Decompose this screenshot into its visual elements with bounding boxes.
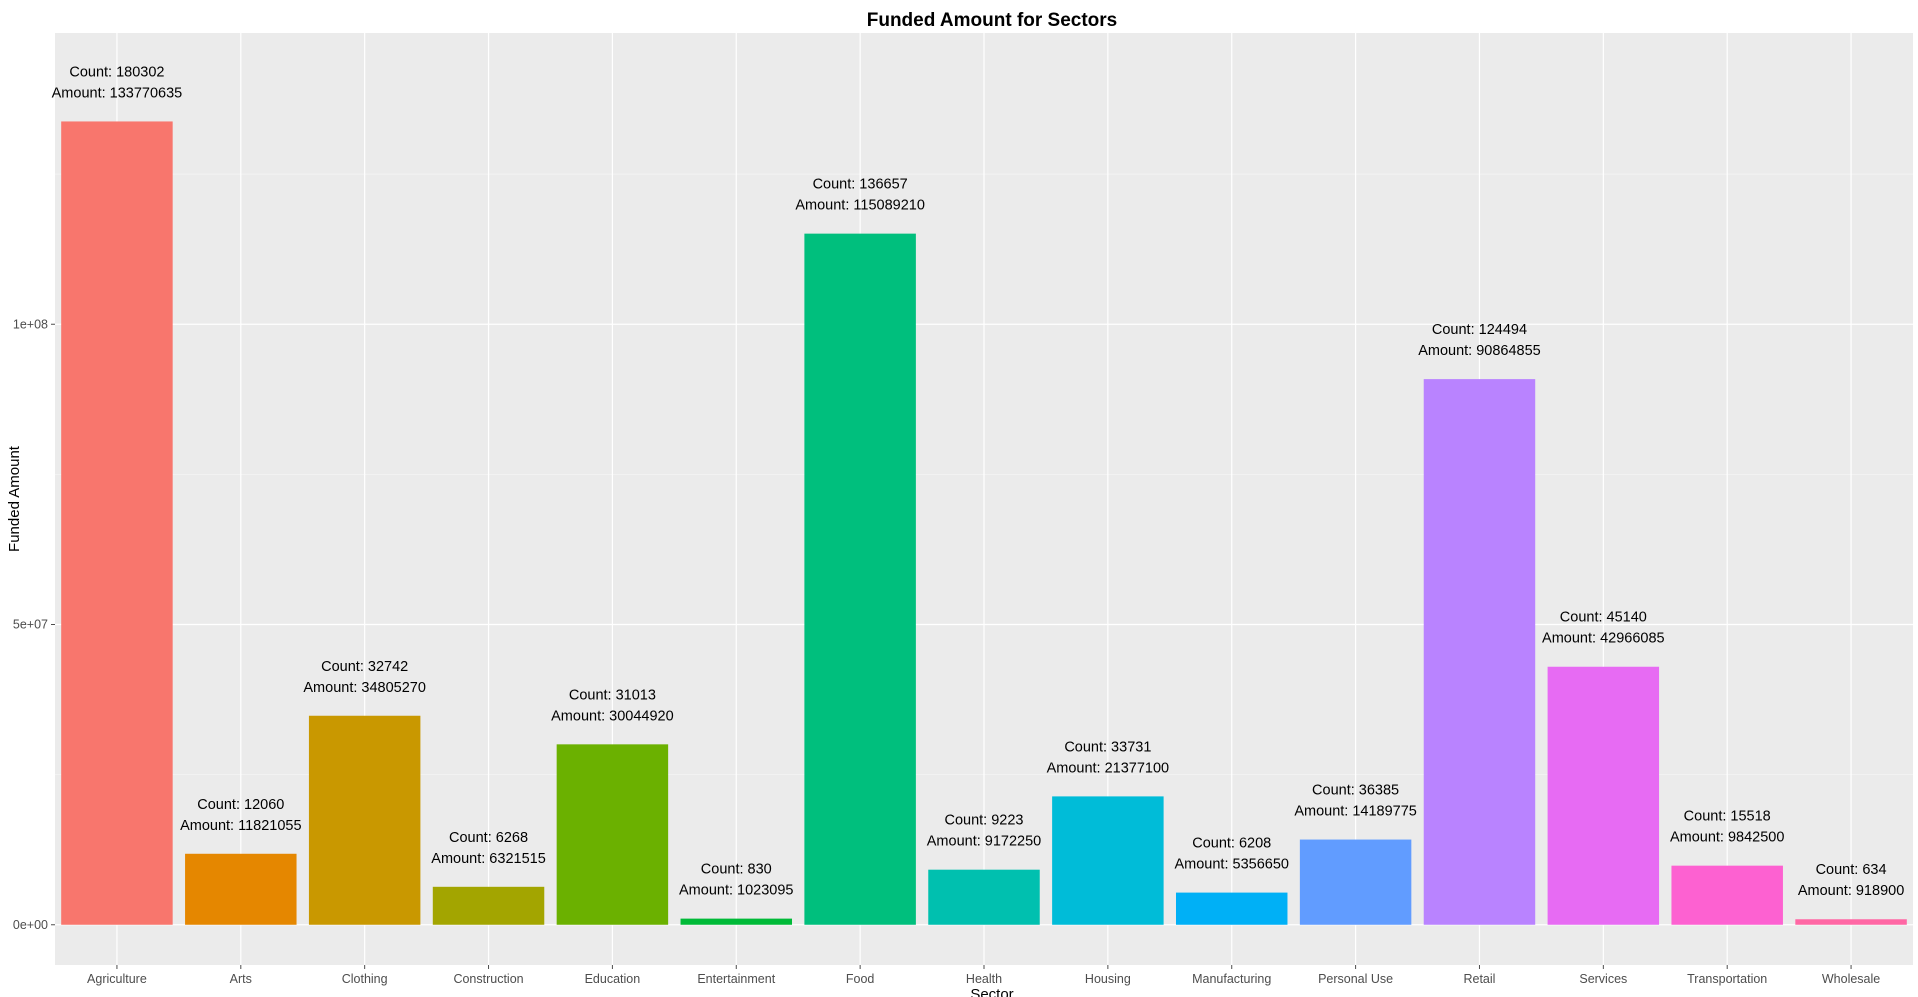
bar-housing (1052, 796, 1164, 925)
data-label-count: Count: 6268 (449, 830, 528, 846)
x-tick-label: Entertainment (697, 972, 775, 986)
data-label-amount: Amount: 34805270 (303, 680, 426, 696)
data-label-count: Count: 6208 (1192, 836, 1271, 852)
data-label-amount: Amount: 21377100 (1047, 760, 1170, 776)
data-label-amount: Amount: 14189775 (1294, 804, 1417, 820)
x-tick-label: Transportation (1687, 972, 1767, 986)
x-tick-label: Clothing (342, 972, 388, 986)
data-label-amount: Amount: 9172250 (927, 834, 1041, 850)
data-label-count: Count: 124494 (1432, 322, 1527, 338)
x-tick-label: Wholesale (1822, 972, 1880, 986)
bar-education (556, 744, 669, 925)
y-tick-label: 5e+07 (13, 618, 48, 632)
bar-personal-use (1299, 839, 1412, 925)
bar-agriculture (61, 121, 173, 925)
y-axis: 0e+00 5e+07 1e+08 (13, 317, 55, 932)
y-axis-title: Funded Amount (6, 445, 23, 552)
bar-health (928, 869, 1040, 925)
data-label-amount: Amount: 6321515 (431, 851, 545, 867)
data-label-amount: Amount: 11821055 (180, 818, 301, 834)
bar-manufacturing (1175, 892, 1288, 925)
x-tick-label: Services (1579, 972, 1627, 986)
x-tick-label: Construction (453, 972, 523, 986)
data-label-amount: Amount: 42966085 (1542, 631, 1665, 647)
y-tick-label: 0e+00 (13, 918, 48, 932)
bar-food (804, 233, 916, 925)
data-label-amount: Amount: 115089210 (795, 198, 925, 214)
data-label-count: Count: 45140 (1560, 610, 1647, 626)
data-labels: Count: 180302 Amount: 133770635 Count: 120… (52, 64, 1905, 899)
data-label-count: Count: 136657 (813, 177, 908, 193)
x-tick-label: Retail (1463, 972, 1495, 986)
y-tick-label: 1e+08 (13, 317, 48, 331)
data-label-count: Count: 36385 (1312, 783, 1399, 799)
bar-wholesale (1795, 919, 1907, 925)
bar-arts (185, 853, 297, 925)
data-label-count: Count: 830 (701, 862, 772, 878)
x-axis-title: Sector (970, 986, 1013, 997)
x-tick-label: Education (585, 972, 641, 986)
bar-retail (1423, 379, 1536, 925)
data-label-count: Count: 33731 (1064, 739, 1151, 755)
bar-construction (432, 886, 545, 925)
data-label-count: Count: 15518 (1684, 809, 1771, 825)
x-tick-label: Agriculture (87, 972, 147, 986)
x-tick-label: Housing (1085, 972, 1131, 986)
data-label-count: Count: 31013 (569, 687, 656, 703)
data-label-count: Count: 9223 (944, 813, 1023, 829)
data-label-count: Count: 634 (1816, 862, 1887, 878)
bar-clothing (308, 715, 421, 925)
x-tick-label: Food (846, 972, 875, 986)
data-label-amount: Amount: 90864855 (1418, 343, 1541, 359)
x-tick-label: Arts (230, 972, 252, 986)
data-label-count: Count: 180302 (69, 64, 164, 80)
data-label-amount: Amount: 5356650 (1174, 857, 1288, 873)
x-tick-label: Health (966, 972, 1002, 986)
chart-title: Funded Amount for Sectors (867, 10, 1118, 31)
data-label-amount: Amount: 133770635 (52, 85, 183, 101)
x-axis: Agriculture Arts Clothing Construction Educa… (87, 965, 1880, 986)
data-label-amount: Amount: 1023095 (679, 883, 793, 899)
x-tick-label: Manufacturing (1192, 972, 1271, 986)
data-label-amount: Amount: 30044920 (551, 708, 674, 724)
bar-services (1547, 666, 1660, 925)
bar-entertainment (680, 918, 793, 925)
data-label-amount: Amount: 9842500 (1670, 830, 1784, 846)
bar-transportation (1671, 865, 1783, 925)
bars (61, 121, 1907, 925)
data-label-count: Count: 12060 (197, 797, 284, 813)
x-tick-label: Personal Use (1318, 972, 1393, 986)
data-label-amount: Amount: 918900 (1798, 883, 1904, 899)
data-label-count: Count: 32742 (321, 659, 408, 675)
